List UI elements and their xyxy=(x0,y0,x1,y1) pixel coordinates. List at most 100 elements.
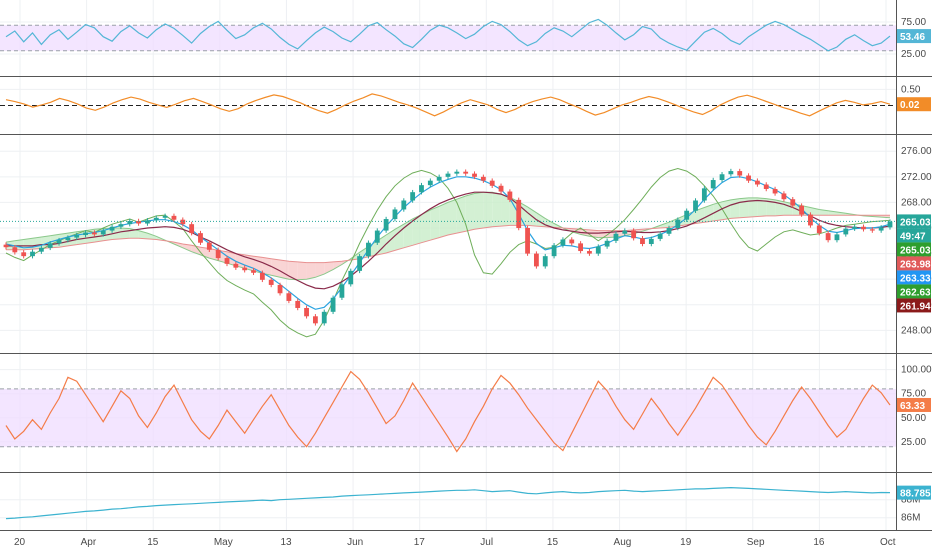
last-value-tag[interactable]: 88.785M xyxy=(897,485,932,500)
indicator-line[interactable] xyxy=(5,93,891,117)
candle[interactable] xyxy=(206,240,212,252)
candle[interactable] xyxy=(799,203,805,217)
candle[interactable] xyxy=(366,240,371,259)
candle[interactable] xyxy=(763,182,769,192)
price-tag[interactable]: 261.94 xyxy=(897,298,931,313)
candle[interactable] xyxy=(790,196,796,208)
candle[interactable] xyxy=(746,173,751,183)
candle[interactable] xyxy=(109,224,115,233)
candle[interactable] xyxy=(516,197,522,231)
candle[interactable] xyxy=(330,295,336,315)
panel-oscillator-second[interactable] xyxy=(0,93,896,117)
candle[interactable] xyxy=(30,249,35,259)
candle[interactable] xyxy=(533,251,539,269)
price-tag[interactable]: 263.98 xyxy=(897,256,931,271)
candle[interactable] xyxy=(91,230,97,237)
candle[interactable] xyxy=(693,198,698,213)
candle[interactable] xyxy=(401,198,407,212)
candle[interactable] xyxy=(737,168,743,178)
candle[interactable] xyxy=(145,218,150,226)
price-tag[interactable]: 265.03 xyxy=(897,214,931,229)
time-axis[interactable]: 20 Apr 15 May 13 Jun 17 Jul 15 Aug 19 Sep 16 Oct xyxy=(14,537,896,548)
senkou-span-b[interactable] xyxy=(6,214,890,264)
price-tag[interactable]: 265.03 xyxy=(897,242,931,257)
candle[interactable] xyxy=(259,270,265,283)
candle[interactable] xyxy=(542,253,548,269)
candle[interactable] xyxy=(374,228,380,245)
candle[interactable] xyxy=(189,221,195,236)
candle[interactable] xyxy=(869,227,875,233)
candle[interactable] xyxy=(887,219,893,230)
candle[interactable] xyxy=(622,228,628,237)
candle[interactable] xyxy=(251,267,256,276)
candle[interactable] xyxy=(480,174,486,183)
candle[interactable] xyxy=(348,268,354,287)
panel-price[interactable] xyxy=(0,167,896,338)
candle[interactable] xyxy=(551,243,557,259)
candle[interactable] xyxy=(640,236,645,247)
candle[interactable] xyxy=(454,169,460,176)
panel-oscillator-rsi[interactable] xyxy=(0,370,896,453)
candle[interactable] xyxy=(321,309,327,326)
candle[interactable] xyxy=(233,261,239,270)
candle[interactable] xyxy=(304,305,309,319)
last-value-tag[interactable]: 0.02 xyxy=(897,97,931,112)
candle[interactable] xyxy=(215,247,221,261)
candle[interactable] xyxy=(339,282,345,300)
candle[interactable] xyxy=(595,244,601,256)
candle[interactable] xyxy=(136,218,142,226)
candle[interactable] xyxy=(498,183,504,194)
candle[interactable] xyxy=(224,255,230,267)
candle[interactable] xyxy=(21,250,27,259)
candle[interactable] xyxy=(180,217,186,227)
candle[interactable] xyxy=(701,186,707,203)
candle[interactable] xyxy=(808,212,813,228)
candle[interactable] xyxy=(834,232,840,243)
candle[interactable] xyxy=(878,225,884,233)
candle[interactable] xyxy=(675,217,681,231)
candle[interactable] xyxy=(525,225,530,256)
candle[interactable] xyxy=(312,314,318,326)
last-value-tag[interactable]: 53.46 xyxy=(897,29,931,44)
candle[interactable] xyxy=(587,248,592,256)
candle[interactable] xyxy=(357,253,363,274)
candle[interactable] xyxy=(47,241,53,251)
candle[interactable] xyxy=(198,230,203,245)
candle[interactable] xyxy=(100,228,106,237)
candle[interactable] xyxy=(410,189,416,203)
candle[interactable] xyxy=(56,237,62,246)
candle[interactable] xyxy=(560,237,566,248)
price-tag[interactable]: 263.33 xyxy=(897,270,931,285)
panel-oscillator-top[interactable] xyxy=(0,18,896,52)
last-value-tag[interactable]: 63.33 xyxy=(897,397,931,412)
candle[interactable] xyxy=(507,189,513,203)
candle[interactable] xyxy=(38,245,44,254)
candle[interactable] xyxy=(295,298,301,311)
candle[interactable] xyxy=(569,237,575,246)
senkou-span-a[interactable] xyxy=(5,191,891,281)
candle[interactable] xyxy=(578,241,584,254)
candle[interactable] xyxy=(781,191,787,202)
candle[interactable] xyxy=(719,172,725,183)
candle[interactable] xyxy=(436,174,442,183)
candle[interactable] xyxy=(242,265,248,273)
cumulative-line[interactable] xyxy=(5,486,891,520)
candle[interactable] xyxy=(728,168,734,177)
panel-volume-cumulative[interactable] xyxy=(5,486,891,520)
candle[interactable] xyxy=(631,228,637,241)
candle[interactable] xyxy=(489,178,495,189)
candle[interactable] xyxy=(383,216,389,233)
candle[interactable] xyxy=(852,224,858,231)
candle[interactable] xyxy=(666,225,672,237)
candle[interactable] xyxy=(657,231,663,242)
candle[interactable] xyxy=(472,171,477,180)
candle[interactable] xyxy=(463,169,469,176)
indicator-line[interactable] xyxy=(5,18,891,52)
candle[interactable] xyxy=(171,213,177,222)
chikou-span[interactable] xyxy=(5,167,891,338)
indicator-line[interactable] xyxy=(5,370,891,453)
candle[interactable] xyxy=(83,230,88,238)
kijun-sen[interactable] xyxy=(6,191,891,290)
candle[interactable] xyxy=(754,178,760,187)
